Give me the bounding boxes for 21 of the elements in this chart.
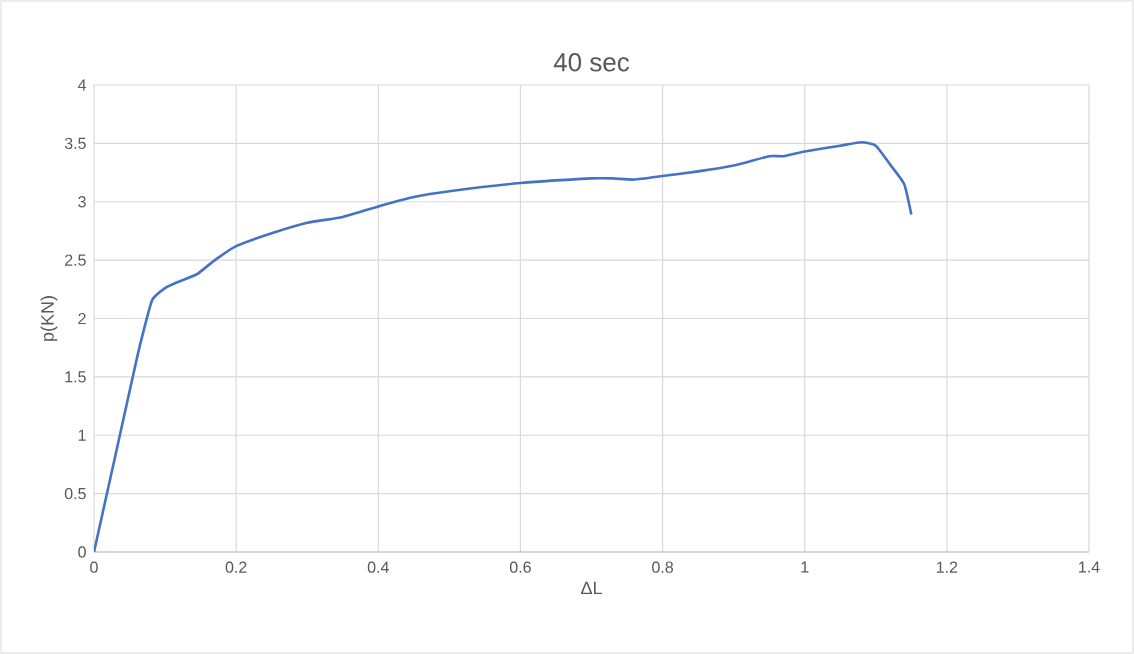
x-axis-title: ΔL (581, 581, 602, 595)
x-tick-label: 1.2 (936, 561, 958, 573)
x-tick-label: 0.8 (652, 561, 673, 573)
chart-title: 40 sec (553, 53, 630, 72)
y-tick-label: 2.5 (65, 254, 86, 266)
y-tick-label: 4 (77, 79, 86, 91)
y-tick-label: 1.5 (65, 371, 86, 383)
y-axis-title: p(KN) (40, 296, 58, 341)
x-tick-label: 1.4 (1079, 561, 1100, 573)
x-tick-label: 1 (801, 561, 809, 573)
x-tick-label: 0.6 (509, 561, 531, 573)
y-tick-label: 2 (78, 312, 86, 325)
x-tick-label: 0.2 (225, 561, 247, 573)
y-tick-label: 1 (78, 429, 86, 441)
y-tick-label: 0 (78, 546, 86, 558)
y-tick-label: 3.5 (64, 137, 86, 150)
y-tick-label: 0.5 (64, 487, 86, 500)
x-tick-label: 0.4 (367, 561, 389, 573)
line-series (94, 140, 913, 552)
x-tick-label: 0 (90, 561, 98, 573)
y-tick-label: 3 (78, 196, 86, 208)
